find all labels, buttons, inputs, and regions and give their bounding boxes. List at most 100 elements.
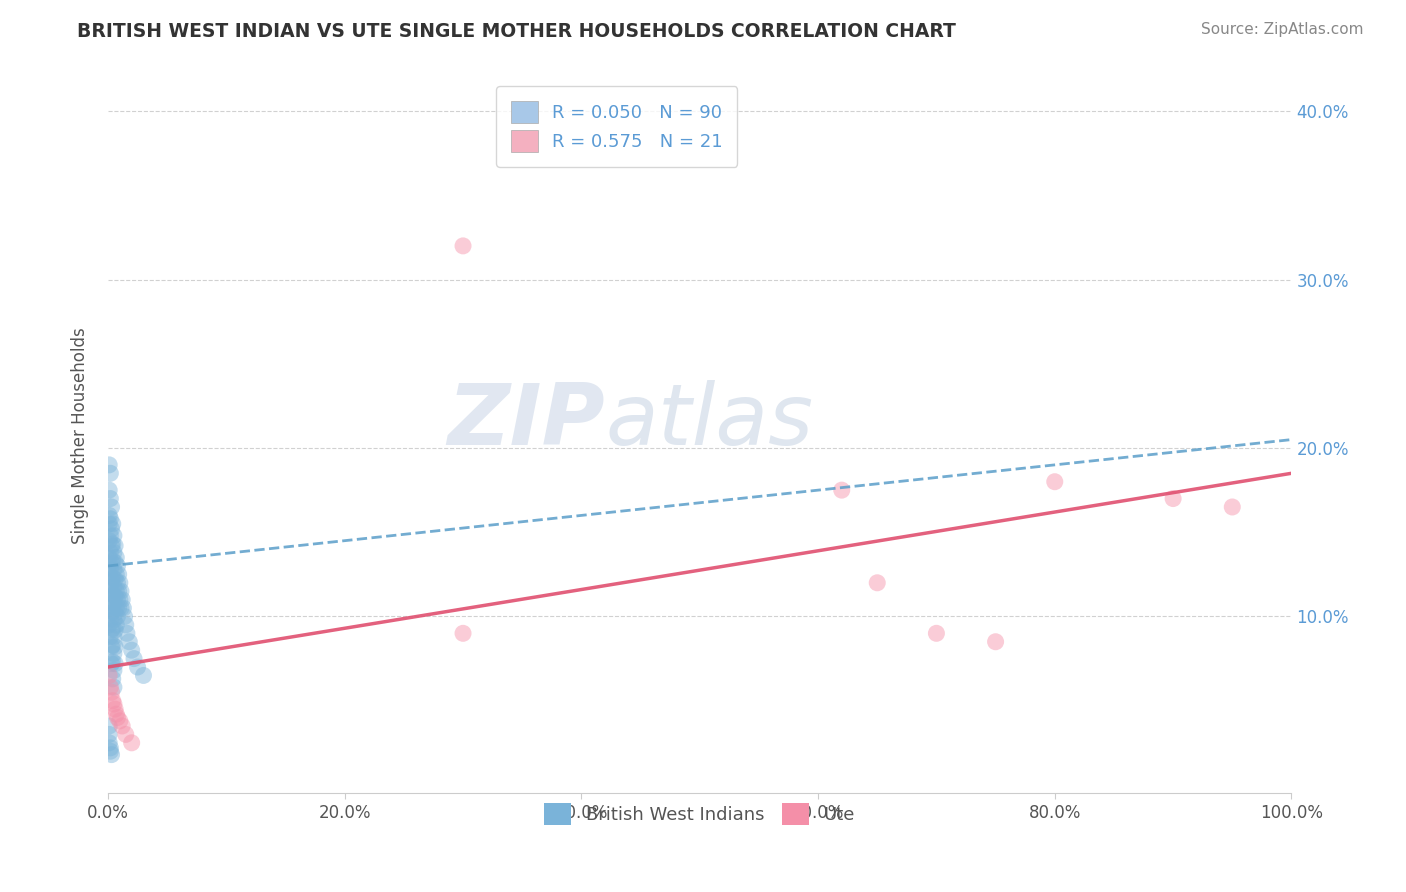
Point <box>103 579 125 593</box>
Text: atlas: atlas <box>605 380 813 463</box>
Point <box>118 634 141 648</box>
Point <box>121 736 143 750</box>
Point <box>107 592 129 607</box>
Point <box>104 640 127 654</box>
Point <box>100 657 122 671</box>
Point <box>98 458 121 472</box>
Legend: British West Indians, Ute: British West Indians, Ute <box>536 795 865 834</box>
Point <box>103 664 125 678</box>
Point <box>98 744 121 758</box>
Point <box>98 491 121 506</box>
Point <box>100 539 122 553</box>
Text: ZIP: ZIP <box>447 380 605 463</box>
Point <box>100 640 122 654</box>
Point <box>98 727 121 741</box>
Point <box>103 562 125 576</box>
Point <box>110 584 132 599</box>
Point <box>98 508 121 523</box>
Text: Source: ZipAtlas.com: Source: ZipAtlas.com <box>1201 22 1364 37</box>
Point <box>104 657 127 671</box>
Point <box>101 694 124 708</box>
Point <box>103 596 125 610</box>
Point <box>107 567 129 582</box>
Point <box>100 522 122 536</box>
Point <box>100 556 122 570</box>
Point <box>98 596 121 610</box>
Point <box>98 550 121 565</box>
Point <box>105 618 128 632</box>
Point <box>98 618 121 632</box>
Point <box>114 609 136 624</box>
Point <box>98 579 121 593</box>
Point <box>101 638 124 652</box>
Point <box>98 719 121 733</box>
Point <box>101 516 124 531</box>
Point <box>103 697 125 711</box>
Point <box>100 747 122 762</box>
Point <box>98 528 121 542</box>
Point <box>98 516 121 531</box>
Point <box>114 727 136 741</box>
Point <box>101 588 124 602</box>
Point <box>107 584 129 599</box>
Point <box>122 651 145 665</box>
Point <box>98 740 121 755</box>
Point <box>925 626 948 640</box>
Point <box>112 601 135 615</box>
Point <box>98 601 121 615</box>
Point <box>98 584 121 599</box>
Point <box>98 668 121 682</box>
Point <box>104 623 127 637</box>
Point <box>103 613 125 627</box>
Point <box>98 736 121 750</box>
Point <box>104 556 127 570</box>
Point <box>451 239 474 253</box>
Point <box>98 483 121 497</box>
Point <box>115 626 138 640</box>
Point <box>121 643 143 657</box>
Point <box>100 500 122 514</box>
Point <box>98 567 121 582</box>
Point <box>107 558 129 573</box>
Point <box>108 575 131 590</box>
Point <box>105 550 128 565</box>
Point <box>831 483 853 497</box>
Point <box>451 626 474 640</box>
Point <box>101 655 124 669</box>
Point <box>98 512 121 526</box>
Point <box>101 621 124 635</box>
Point <box>107 609 129 624</box>
Point <box>105 567 128 582</box>
Point <box>98 562 121 576</box>
Point <box>100 623 122 637</box>
Point <box>101 554 124 568</box>
Point <box>100 606 122 620</box>
Point <box>104 573 127 587</box>
Point <box>108 714 131 728</box>
Point <box>100 573 122 587</box>
Point <box>103 528 125 542</box>
Y-axis label: Single Mother Households: Single Mother Households <box>72 327 89 544</box>
Point <box>105 584 128 599</box>
Point <box>114 618 136 632</box>
Point <box>103 545 125 559</box>
Point <box>98 545 121 559</box>
Point <box>866 575 889 590</box>
Point <box>101 604 124 618</box>
Point <box>103 680 125 694</box>
Point <box>101 537 124 551</box>
Point <box>101 672 124 686</box>
Point <box>132 668 155 682</box>
Point <box>103 647 125 661</box>
Point <box>108 592 131 607</box>
Point <box>103 630 125 644</box>
Point <box>105 707 128 722</box>
Point <box>98 680 121 694</box>
Point <box>1220 500 1243 514</box>
Point <box>104 702 127 716</box>
Point <box>984 634 1007 648</box>
Point <box>104 606 127 620</box>
Point <box>107 575 129 590</box>
Point <box>100 685 122 699</box>
Point <box>98 613 121 627</box>
